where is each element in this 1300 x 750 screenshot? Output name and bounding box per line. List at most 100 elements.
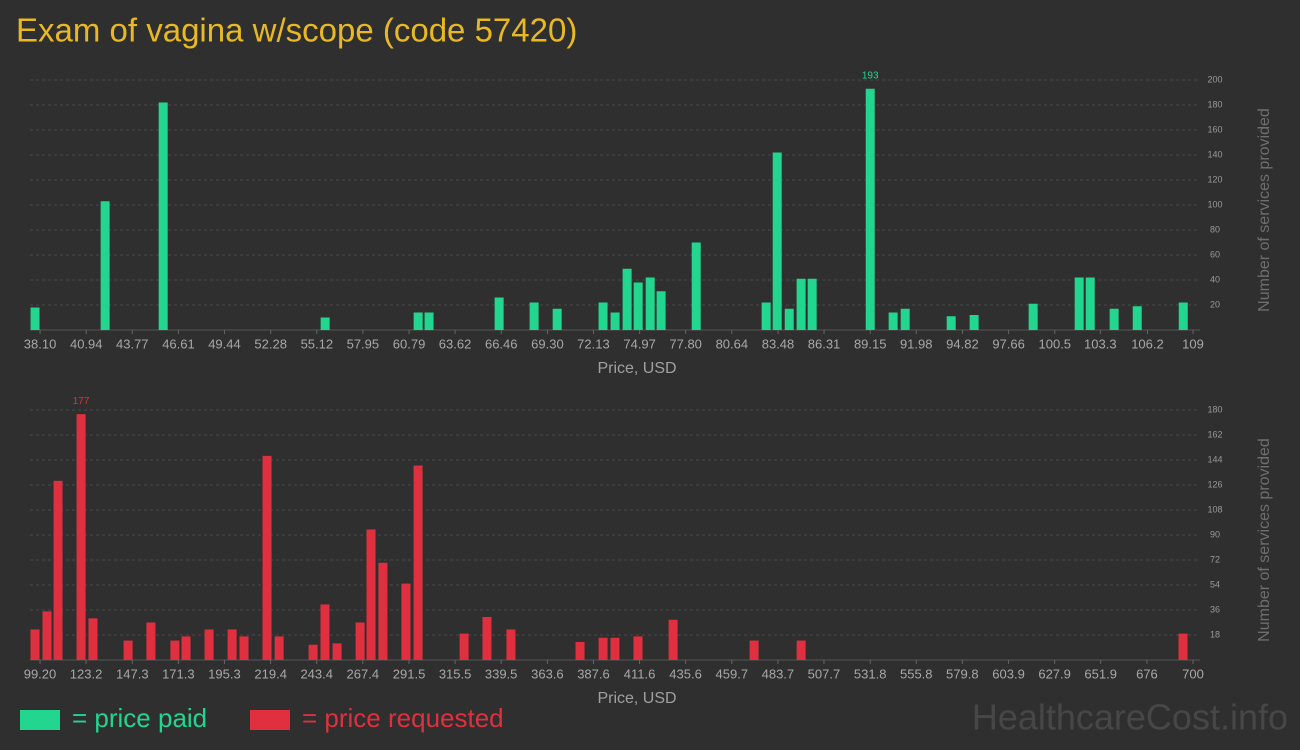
x-tick-label: 57.95 [347,336,380,351]
x-tick-label: 86.31 [808,336,841,351]
x-tick-label: 43.77 [116,336,149,351]
bar [784,308,794,330]
bar [796,640,806,660]
x-tick-label: 77.80 [669,336,702,351]
x-tick-label: 106.2 [1131,336,1164,351]
bar [482,616,492,660]
bar [633,282,643,330]
bar [691,242,701,330]
x-tick-label: 531.8 [854,666,887,681]
x-tick-label: 603.9 [992,666,1025,681]
y-tick-label: 144 [1207,454,1222,464]
y-tick-label: 54 [1210,579,1220,589]
bar [424,312,434,330]
y-tick-label: 180 [1207,404,1222,414]
bar [575,641,585,660]
x-tick-label: 627.9 [1038,666,1071,681]
bar [610,312,620,330]
y-tick-label: 120 [1207,174,1222,184]
x-tick-label: 195.3 [208,666,241,681]
bar [100,201,110,330]
y-tick-label: 72 [1210,554,1220,564]
y-axis-title: Number of services provided [1256,438,1273,642]
x-tick-label: 40.94 [70,336,103,351]
x-tick-label: 63.62 [439,336,472,351]
bar [274,636,284,660]
x-tick-label: 459.7 [716,666,749,681]
bar [320,604,330,660]
x-tick-label: 147.3 [116,666,149,681]
bar [552,308,562,330]
bar [158,102,168,330]
x-tick-label: 49.44 [208,336,241,351]
bar [969,315,979,330]
y-tick-label: 140 [1207,149,1222,159]
y-tick-label: 18 [1210,629,1220,639]
x-tick-label: 69.30 [531,336,564,351]
x-tick-label: 435.6 [669,666,702,681]
bar [262,455,272,660]
x-axis-title: Price, USD [597,360,676,377]
x-tick-label: 83.48 [762,336,795,351]
bar [30,307,40,330]
y-tick-label: 90 [1210,529,1220,539]
bar [332,643,342,660]
bar [413,312,423,330]
bar [598,302,608,330]
bar [146,622,156,660]
y-axis-title: Number of services provided [1256,108,1273,312]
x-tick-label: 243.4 [300,666,333,681]
page-title: Exam of vagina w/scope (code 57420) [16,12,577,49]
x-tick-label: 219.4 [254,666,287,681]
legend-label: = price requested [302,703,504,733]
bar [378,562,388,660]
bar [900,308,910,330]
bar [1028,303,1038,330]
bar [1085,277,1095,330]
legend-label: = price paid [72,703,207,733]
bar [181,636,191,660]
y-tick-label: 160 [1207,124,1222,134]
bar [227,629,237,660]
x-tick-label: 55.12 [301,336,334,351]
x-tick-label: 91.98 [900,336,933,351]
bar [320,317,330,330]
bar [772,152,782,330]
y-tick-label: 36 [1210,604,1220,614]
x-tick-label: 80.64 [716,336,749,351]
bar [76,414,86,660]
bar [1178,633,1188,660]
x-tick-label: 483.7 [762,666,795,681]
y-tick-label: 108 [1207,504,1222,514]
y-tick-label: 20 [1210,299,1220,309]
x-tick-label: 100.5 [1039,336,1072,351]
bar [888,312,898,330]
x-tick-label: 94.82 [946,336,979,351]
bar [53,480,63,660]
x-tick-label: 700 [1182,666,1204,681]
x-tick-label: 339.5 [485,666,518,681]
bar [1132,306,1142,330]
x-axis-title: Price, USD [597,690,676,707]
bar [506,629,516,660]
bar [796,278,806,330]
x-tick-label: 387.6 [577,666,610,681]
bar [239,636,249,660]
bar [204,629,214,660]
x-tick-label: 123.2 [70,666,103,681]
bar [633,636,643,660]
bar [1109,308,1119,330]
bar [807,278,817,330]
bar [355,622,365,660]
bar [749,640,759,660]
x-tick-label: 507.7 [808,666,841,681]
x-tick-label: 97.66 [992,336,1025,351]
bar [401,583,411,660]
x-tick-label: 411.6 [624,666,656,681]
bar [494,297,504,330]
y-tick-label: 126 [1207,479,1222,489]
legend-swatch [20,710,60,730]
bar [123,640,133,660]
